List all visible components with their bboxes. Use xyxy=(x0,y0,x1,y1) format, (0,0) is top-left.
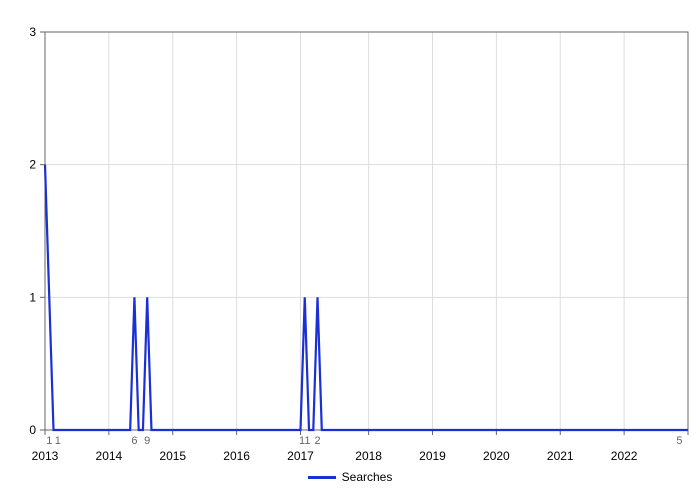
svg-text:2016: 2016 xyxy=(223,449,250,463)
svg-text:2021: 2021 xyxy=(547,449,574,463)
svg-text:2: 2 xyxy=(314,435,320,447)
svg-text:2013: 2013 xyxy=(32,449,59,463)
svg-text:0: 0 xyxy=(29,423,36,437)
svg-text:9: 9 xyxy=(144,435,150,447)
svg-text:2018: 2018 xyxy=(355,449,382,463)
svg-text:2014: 2014 xyxy=(96,449,123,463)
svg-text:11: 11 xyxy=(299,435,310,447)
legend-swatch xyxy=(308,476,336,479)
svg-text:5: 5 xyxy=(676,435,682,447)
svg-text:2017: 2017 xyxy=(287,449,314,463)
svg-text:2022: 2022 xyxy=(611,449,638,463)
svg-text:2020: 2020 xyxy=(483,449,510,463)
chart-svg: 0123201320142015201620172018201920202021… xyxy=(0,0,700,500)
legend: Searches xyxy=(0,470,700,484)
svg-text:1: 1 xyxy=(55,435,61,447)
svg-text:1: 1 xyxy=(29,290,36,304)
svg-text:3: 3 xyxy=(29,25,36,39)
svg-text:2019: 2019 xyxy=(419,449,446,463)
legend-label: Searches xyxy=(342,470,393,484)
svg-text:2015: 2015 xyxy=(159,449,186,463)
svg-text:2: 2 xyxy=(29,158,36,172)
svg-text:1: 1 xyxy=(46,435,52,447)
searches-line-chart: BONET E HIJOS SL (Spain) Searches 2024 e… xyxy=(0,0,700,500)
svg-text:6: 6 xyxy=(131,435,137,447)
